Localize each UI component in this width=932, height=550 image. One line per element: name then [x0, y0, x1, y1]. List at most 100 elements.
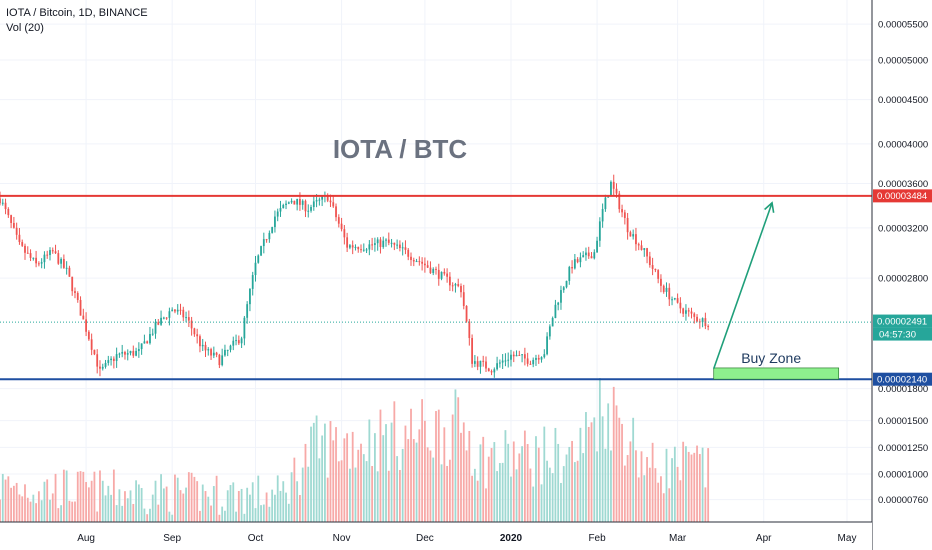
candle-body [382, 240, 385, 248]
time-axis-panel[interactable] [0, 522, 872, 550]
candle-body [212, 352, 215, 356]
countdown-badge: 04:57:30 [873, 327, 932, 341]
volume-indicator-title[interactable]: Vol (20) [6, 22, 44, 34]
candle-body [576, 259, 579, 263]
projection-arrow[interactable] [712, 202, 773, 370]
candle-body [282, 204, 285, 209]
candle-body [251, 275, 254, 289]
candle-body [701, 318, 704, 323]
candle-body [10, 215, 13, 223]
volume-bar [332, 440, 335, 522]
price-axis-panel[interactable] [872, 0, 932, 550]
candle-body [346, 237, 349, 248]
candle-body [82, 315, 85, 320]
volume-bar [643, 475, 646, 522]
price-tick-label: 0.00005000 [878, 55, 928, 66]
candle-body [310, 207, 312, 211]
candle-body [451, 285, 454, 287]
candle-body [543, 354, 546, 358]
candle-body [315, 200, 318, 202]
volume-bar [12, 485, 15, 522]
price-tick-label: 0.00001500 [878, 416, 928, 427]
chart-legend[interactable]: IOTA / Bitcoin, 1D, BINANCE Vol (20) [6, 6, 148, 36]
candle-body [112, 358, 115, 361]
candle-body [415, 261, 418, 263]
candle-body [87, 331, 90, 340]
candle-body [268, 232, 271, 240]
price-tick-label: 0.00002800 [878, 274, 928, 285]
candle-body [407, 249, 410, 257]
volume-bar [201, 484, 204, 522]
candle-body [496, 363, 498, 370]
candle-body [274, 216, 276, 228]
candle-body [610, 181, 612, 197]
volume-bar [696, 445, 698, 522]
candle-body [249, 288, 251, 305]
price-badges: 0.00003484 0.00002491 04:57:30 0.0000214… [873, 189, 932, 386]
volume-bar [382, 435, 385, 522]
candle-body [124, 351, 126, 355]
candle-body [479, 360, 482, 367]
candle-body [93, 349, 96, 355]
candle-body [335, 206, 337, 218]
volume-bar [296, 481, 299, 522]
buy-zone-rect[interactable] [713, 367, 840, 380]
candle-body [174, 309, 176, 312]
candle-body [629, 232, 632, 237]
candle-body [135, 350, 137, 356]
candle-body [307, 210, 310, 212]
candle-body [671, 299, 673, 301]
volume-bar [554, 427, 557, 522]
candle-body [593, 252, 596, 259]
candle-body [432, 268, 435, 274]
candle-body [343, 229, 346, 238]
candle-body [287, 202, 290, 204]
volume-bar [404, 425, 407, 522]
candle-body [679, 302, 682, 309]
volume-bar [429, 450, 432, 522]
candle-body [168, 311, 171, 318]
candle-body [79, 299, 82, 316]
volume-bar [118, 489, 121, 522]
candle-body [151, 333, 154, 335]
volume-bar [249, 494, 251, 522]
symbol-title[interactable]: IOTA / Bitcoin, 1D, BINANCE [6, 7, 148, 19]
candle-body [337, 217, 340, 224]
candle-body [146, 341, 149, 344]
candle-body [237, 340, 240, 344]
volume-bar [376, 471, 379, 522]
price-tick-label: 0.00004000 [878, 139, 928, 150]
candle-body [435, 268, 437, 270]
candle-body [201, 344, 204, 347]
candle-body [504, 360, 507, 362]
volume-bar [160, 474, 162, 522]
candle-body [232, 340, 235, 346]
candle-body [43, 254, 46, 263]
volume-bar [96, 511, 99, 522]
volume-bar [701, 447, 704, 522]
volume-bar [349, 468, 351, 522]
volume-bar [307, 466, 310, 522]
volume-bar [15, 482, 18, 522]
volume-bar [62, 469, 65, 522]
candle-body [404, 247, 407, 250]
candle-body [579, 257, 582, 263]
projection-arrowhead [764, 201, 775, 213]
volume-bar [237, 490, 240, 522]
volume-bar [101, 480, 104, 522]
candle-body [215, 352, 218, 355]
volume-bar [299, 495, 301, 522]
candle-body [243, 317, 246, 339]
volume-bar [151, 494, 154, 522]
candle-body [46, 254, 49, 256]
volume-bar [457, 397, 460, 522]
volume-bar [154, 480, 157, 522]
volume-bar [24, 484, 26, 522]
volume-bar [168, 511, 171, 522]
candle-body [507, 359, 510, 361]
candle-body [526, 358, 529, 364]
candle-body [560, 290, 562, 303]
candle-body [393, 242, 396, 245]
volume-bar [493, 442, 496, 522]
